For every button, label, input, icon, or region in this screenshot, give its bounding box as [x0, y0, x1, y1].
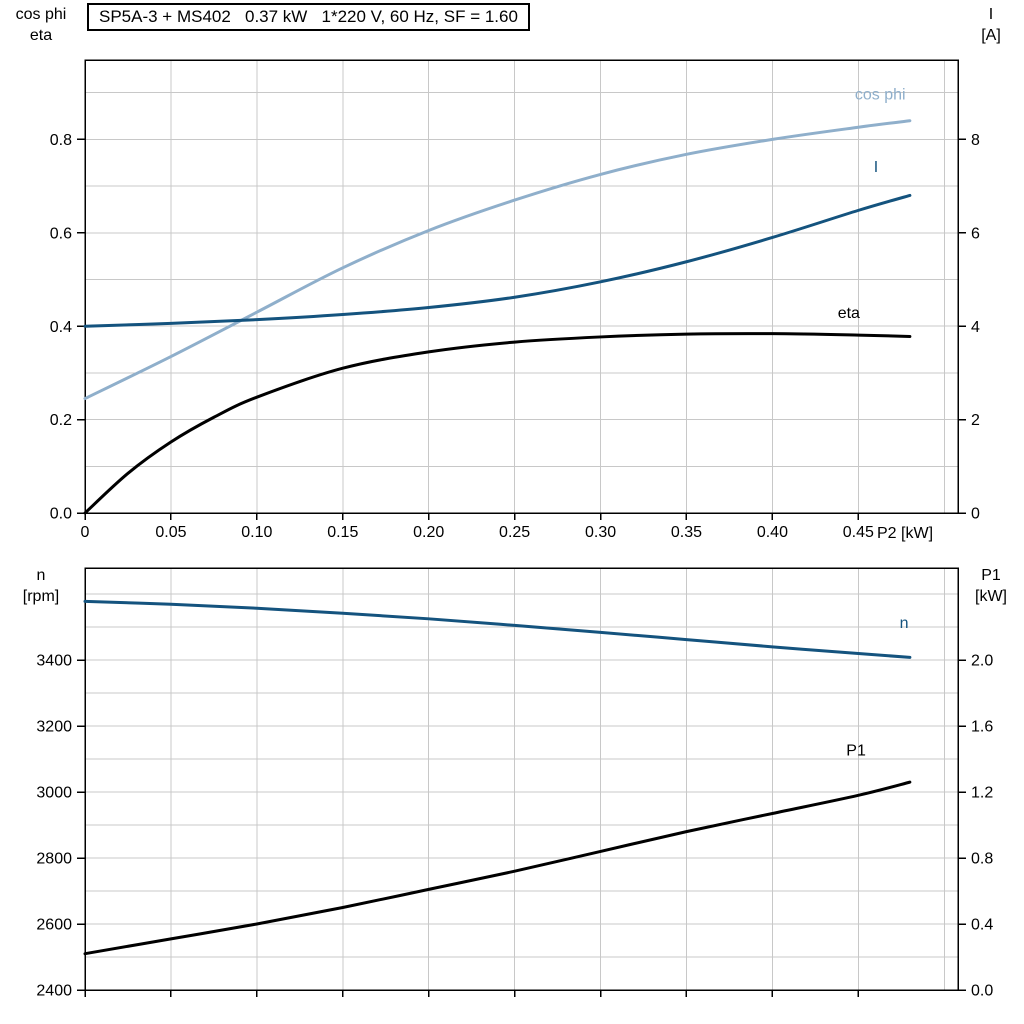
- svg-text:6: 6: [971, 225, 980, 242]
- svg-text:3000: 3000: [36, 785, 72, 802]
- svg-text:0.8: 0.8: [971, 851, 993, 868]
- svg-text:2800: 2800: [36, 851, 72, 868]
- svg-text:0.15: 0.15: [327, 524, 358, 541]
- p1-axis-label: P1: [981, 567, 1001, 584]
- svg-text:0.4: 0.4: [50, 319, 72, 336]
- svg-text:1.2: 1.2: [971, 785, 993, 802]
- svg-text:P1: P1: [846, 743, 866, 760]
- svg-text:4: 4: [971, 319, 980, 336]
- svg-text:0.8: 0.8: [50, 132, 72, 149]
- svg-text:0.05: 0.05: [155, 524, 186, 541]
- svg-text:3400: 3400: [36, 653, 72, 670]
- cos-phi-axis-label: cos phi: [15, 6, 67, 23]
- svg-text:2: 2: [971, 412, 980, 429]
- svg-text:2.0: 2.0: [971, 653, 993, 670]
- svg-text:0.4: 0.4: [971, 917, 993, 934]
- current-unit-label: [A]: [981, 27, 1001, 44]
- svg-text:1.6: 1.6: [971, 719, 993, 736]
- svg-text:cos phi: cos phi: [855, 87, 906, 104]
- svg-text:0.6: 0.6: [50, 225, 72, 242]
- svg-text:0.2: 0.2: [50, 412, 72, 429]
- lower-right-axis-title: P1 [kW]: [962, 565, 1020, 607]
- p1-unit-label: [kW]: [975, 588, 1007, 605]
- upper-left-axis-title: cos phi eta: [4, 4, 78, 46]
- svg-text:0.20: 0.20: [413, 524, 444, 541]
- speed-axis-label: n: [36, 567, 46, 584]
- upper-chart-electrical: 0 0.05 0.10 0.15 0.20 0.25 0.30 0.35 0.40 0.450.0…: [50, 59, 980, 541]
- chart-title-box: SP5A-3 + MS402 0.37 kW 1*220 V, 60 Hz, S…: [87, 3, 530, 31]
- svg-text:0.10: 0.10: [241, 524, 272, 541]
- eta-axis-label: eta: [29, 27, 53, 44]
- svg-text:2400: 2400: [36, 983, 72, 1000]
- speed-unit-label: [rpm]: [22, 588, 60, 605]
- current-axis-label: I: [988, 6, 994, 23]
- svg-text:0.45: 0.45: [843, 524, 874, 541]
- upper-right-axis-title: I [A]: [962, 4, 1020, 46]
- lower-chart-mechanical: 2400 2600 2800 3000 3200 3400 0.0 0.4 0.8 1.2 1.6 2…: [36, 567, 993, 1000]
- svg-text:0: 0: [81, 524, 90, 541]
- svg-text:0.30: 0.30: [585, 524, 616, 541]
- svg-text:0: 0: [971, 506, 980, 523]
- svg-text:0.40: 0.40: [757, 524, 788, 541]
- lower-left-axis-title: n [rpm]: [4, 565, 78, 607]
- svg-text:n: n: [900, 615, 909, 632]
- svg-text:eta: eta: [838, 305, 860, 322]
- svg-text:2600: 2600: [36, 917, 72, 934]
- svg-text:0.0: 0.0: [971, 983, 993, 1000]
- svg-text:0.35: 0.35: [671, 524, 702, 541]
- x-axis-label: P2 [kW]: [877, 525, 934, 542]
- svg-text:I: I: [874, 159, 878, 176]
- svg-text:3200: 3200: [36, 719, 72, 736]
- svg-text:8: 8: [971, 132, 980, 149]
- svg-text:0.25: 0.25: [499, 524, 530, 541]
- svg-text:0.0: 0.0: [50, 506, 72, 523]
